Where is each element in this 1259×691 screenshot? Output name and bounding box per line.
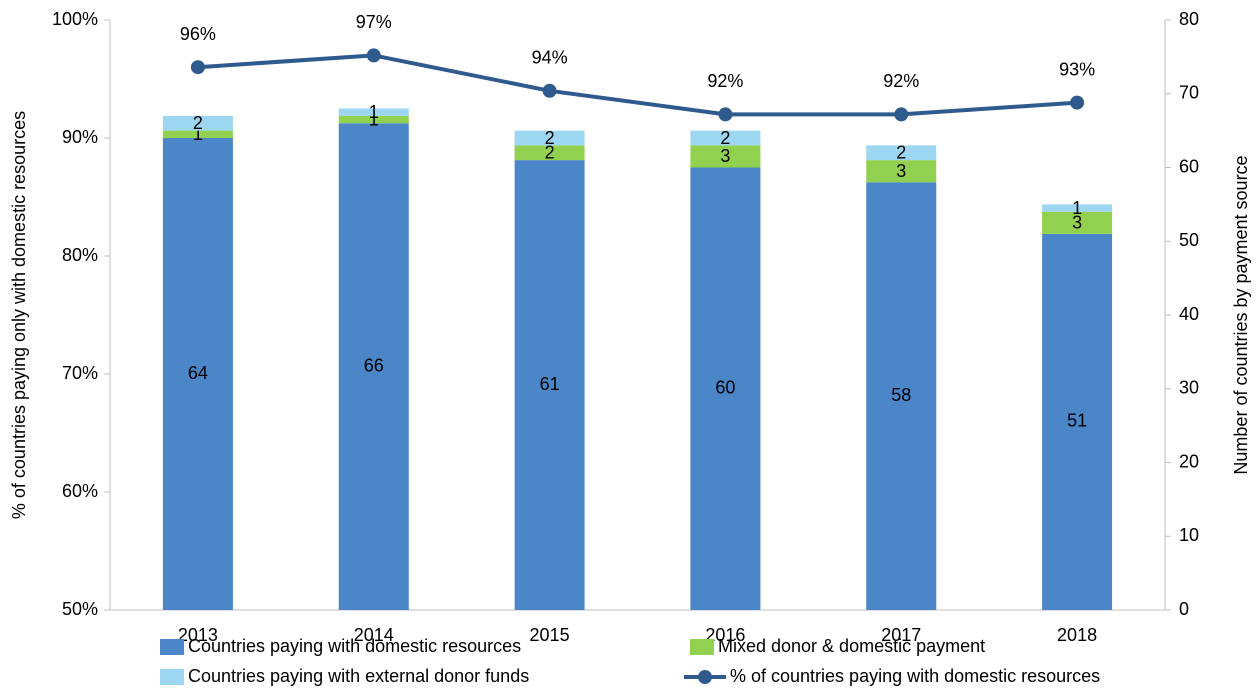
y-tick-label: 80% xyxy=(62,245,98,265)
bar-label: 2 xyxy=(896,143,906,163)
line-point xyxy=(894,107,909,122)
bar xyxy=(1042,211,1113,234)
line-point xyxy=(190,60,205,75)
bar xyxy=(162,130,233,138)
bar-label: 2 xyxy=(720,128,730,148)
line-label: 92% xyxy=(707,71,743,91)
bar xyxy=(338,108,409,116)
x-tick-label: 2015 xyxy=(530,625,570,645)
bar-label: 3 xyxy=(1072,213,1082,233)
y2-tick-label: 80 xyxy=(1179,9,1199,29)
y-tick-label: 90% xyxy=(62,127,98,147)
bar xyxy=(690,130,761,146)
y-tick-label: 60% xyxy=(62,481,98,501)
bar xyxy=(338,115,409,124)
bar-label: 51 xyxy=(1067,411,1087,431)
line-point xyxy=(718,107,733,122)
x-tick-label: 2013 xyxy=(178,625,218,645)
bar xyxy=(866,145,937,161)
x-tick-label: 2017 xyxy=(881,625,921,645)
x-tick-label: 2014 xyxy=(354,625,394,645)
bar xyxy=(162,138,233,610)
bar xyxy=(514,130,585,146)
legend-marker xyxy=(698,670,712,684)
y-tick-label: 50% xyxy=(62,599,98,619)
line-label: 97% xyxy=(356,12,392,32)
y2-tick-label: 70 xyxy=(1179,83,1199,103)
legend-label: % of countries paying with domestic reso… xyxy=(730,666,1100,686)
bar-label: 58 xyxy=(891,385,911,405)
bar xyxy=(690,145,761,168)
x-tick-label: 2016 xyxy=(705,625,745,645)
legend-swatch xyxy=(160,669,184,685)
bar xyxy=(514,160,585,610)
legend-label: Mixed donor & domestic payment xyxy=(718,636,985,656)
line-label: 93% xyxy=(1059,59,1095,79)
bar-label: 1 xyxy=(1072,198,1082,218)
y2-tick-label: 50 xyxy=(1179,230,1199,250)
bar xyxy=(866,160,937,183)
bar xyxy=(514,145,585,161)
line-point xyxy=(1070,95,1085,110)
bar-label: 1 xyxy=(369,102,379,122)
bar-label: 1 xyxy=(369,109,379,129)
y2-tick-label: 0 xyxy=(1179,599,1189,619)
bar xyxy=(1042,204,1113,212)
y-tick-label: 70% xyxy=(62,363,98,383)
line xyxy=(197,53,1078,117)
bar-label: 61 xyxy=(540,374,560,394)
y-axis-title: % of countries paying only with domestic… xyxy=(9,111,29,519)
y2-tick-label: 30 xyxy=(1179,378,1199,398)
line-point xyxy=(542,83,557,98)
bar-label: 66 xyxy=(364,355,384,375)
bar xyxy=(162,115,233,131)
bar-label: 64 xyxy=(188,363,208,383)
legend-swatch xyxy=(690,639,714,655)
y2-axis-title: Number of countries by payment source xyxy=(1231,155,1251,474)
bar-label: 2 xyxy=(545,143,555,163)
bar-label: 1 xyxy=(193,124,203,144)
bar xyxy=(690,167,761,610)
bar xyxy=(866,182,937,610)
bar-label: 3 xyxy=(896,161,906,181)
line-label: 96% xyxy=(180,24,216,44)
bar xyxy=(338,123,409,610)
y2-tick-label: 20 xyxy=(1179,451,1199,471)
legend-label: Countries paying with external donor fun… xyxy=(188,666,529,686)
bar-label: 2 xyxy=(193,113,203,133)
y2-tick-label: 10 xyxy=(1179,525,1199,545)
line-label: 94% xyxy=(532,48,568,68)
bar xyxy=(1042,233,1113,610)
bar-label: 60 xyxy=(715,378,735,398)
y2-tick-label: 40 xyxy=(1179,304,1199,324)
line-label: 92% xyxy=(883,71,919,91)
legend-swatch xyxy=(160,639,184,655)
bar-label: 2 xyxy=(545,128,555,148)
bar-label: 3 xyxy=(720,146,730,166)
legend-label: Countries paying with domestic resources xyxy=(188,636,521,656)
y2-tick-label: 60 xyxy=(1179,156,1199,176)
y-tick-label: 100% xyxy=(52,9,98,29)
x-tick-label: 2018 xyxy=(1057,625,1097,645)
line-point xyxy=(366,48,381,63)
